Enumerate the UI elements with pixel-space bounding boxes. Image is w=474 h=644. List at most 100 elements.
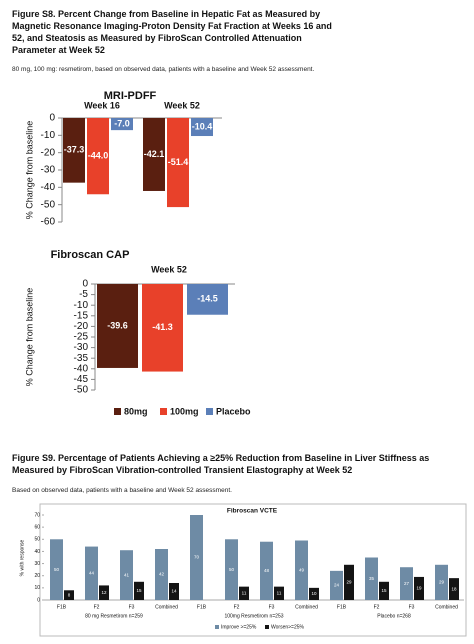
bar: [155, 549, 168, 600]
bar: [435, 564, 448, 600]
y-tick-label: -20: [74, 321, 89, 332]
bar: [309, 587, 319, 600]
bar: [134, 581, 144, 600]
y-tick-label: -50: [41, 199, 56, 210]
bar: [400, 567, 413, 600]
value-label: -14.5: [197, 294, 218, 304]
value-label: -41.3: [152, 322, 173, 332]
x-tick-label: F2: [374, 604, 380, 610]
category-label: Week 16: [84, 100, 120, 110]
bar: [50, 539, 63, 600]
y-tick-label: 60: [34, 524, 40, 530]
legend-swatch: [206, 408, 213, 415]
value-label: 11: [242, 591, 247, 596]
value-label: -42.1: [144, 149, 165, 159]
value-label: 42: [159, 572, 165, 577]
legend-swatch: [215, 625, 219, 629]
value-label: -39.6: [107, 320, 128, 330]
group-label: 100mg Resmetirom n=253: [224, 613, 283, 619]
value-label: 70: [194, 555, 200, 560]
value-label: 10: [311, 591, 317, 596]
x-tick-label: F1B: [57, 604, 67, 610]
x-tick-label: Combined: [435, 604, 458, 610]
y-tick-label: -30: [41, 165, 56, 176]
bar: [85, 546, 98, 600]
value-label: 18: [451, 586, 457, 591]
value-label: 12: [101, 590, 107, 595]
x-tick-label: F1B: [337, 604, 347, 610]
y-tick-label: -15: [74, 310, 89, 321]
y-tick-label: -30: [74, 342, 89, 353]
y-axis-label: % Change from baseline: [24, 288, 34, 387]
value-label: 24: [334, 583, 340, 588]
x-tick-label: F2: [94, 604, 100, 610]
value-label: -10.4: [192, 121, 213, 131]
y-axis-label: % Change from baseline: [24, 121, 34, 220]
figure-subtitle: 80 mg, 100 mg: resmetirom, based on obse…: [12, 66, 315, 73]
value-label: 41: [124, 572, 130, 577]
bar: [295, 540, 308, 600]
figure-subtitle: Based on observed data, patients with a …: [12, 487, 232, 494]
x-tick-label: F3: [129, 604, 135, 610]
value-label: 15: [381, 588, 387, 593]
chart-title: Fibroscan CAP: [51, 249, 130, 261]
bar: [111, 118, 133, 131]
x-tick-label: F1B: [197, 604, 207, 610]
y-tick-label: -45: [74, 374, 89, 385]
bar: [87, 118, 109, 195]
y-tick-label: 20: [34, 573, 40, 579]
x-tick-label: Combined: [155, 604, 178, 610]
bar: [449, 578, 459, 600]
y-tick-label: -35: [74, 353, 89, 364]
bar: [64, 590, 74, 600]
y-tick-label: -25: [74, 332, 89, 343]
y-tick-label: 0: [82, 279, 88, 290]
bar: [167, 118, 189, 208]
value-label: 8: [68, 592, 71, 597]
bar: [169, 583, 179, 600]
y-tick-label: 40: [34, 549, 40, 555]
bar: [143, 118, 165, 191]
legend-label: Improve >=25%: [221, 624, 257, 630]
value-label: 27: [404, 581, 410, 586]
group-label: 80 mg Resmetirom n=259: [85, 613, 143, 619]
bar: [191, 118, 213, 137]
value-label: 15: [136, 588, 142, 593]
bar: [330, 570, 343, 600]
legend-label: 80mg: [124, 406, 148, 416]
bar: [365, 557, 378, 600]
figure-title: Figure S8. Percent Change from Baseline …: [12, 9, 332, 55]
bar: [225, 539, 238, 600]
value-label: 19: [416, 586, 422, 591]
value-label: 14: [171, 589, 177, 594]
x-tick-label: F3: [409, 604, 415, 610]
y-tick-label: -40: [74, 363, 89, 374]
bar: [63, 118, 85, 183]
y-tick-label: 50: [34, 537, 40, 543]
value-label: -51.4: [168, 157, 189, 167]
figure-title: Figure S9. Percentage of Patients Achiev…: [12, 453, 430, 475]
bar: [414, 576, 424, 600]
value-label: 11: [277, 591, 282, 596]
category-label: Week 52: [151, 264, 187, 274]
x-tick-label: F3: [269, 604, 275, 610]
chart-title: MRI-PDFF: [104, 90, 157, 102]
y-tick-label: 0: [49, 113, 55, 124]
value-label: 49: [299, 567, 305, 572]
bar: [187, 284, 228, 315]
bar: [379, 581, 389, 600]
bar: [344, 564, 354, 600]
y-tick-label: 10: [34, 585, 40, 591]
y-tick-label: -60: [41, 217, 56, 228]
y-tick-label: -40: [41, 182, 56, 193]
legend-label: Placebo: [216, 406, 251, 416]
y-axis-label: % with response: [19, 539, 25, 576]
bar: [142, 284, 183, 372]
bar: [97, 284, 138, 368]
chart-frame: [39, 503, 467, 637]
value-label: -37.3: [64, 145, 85, 155]
chart-title: Fibroscan VCTE: [227, 508, 278, 515]
bar: [120, 550, 133, 600]
